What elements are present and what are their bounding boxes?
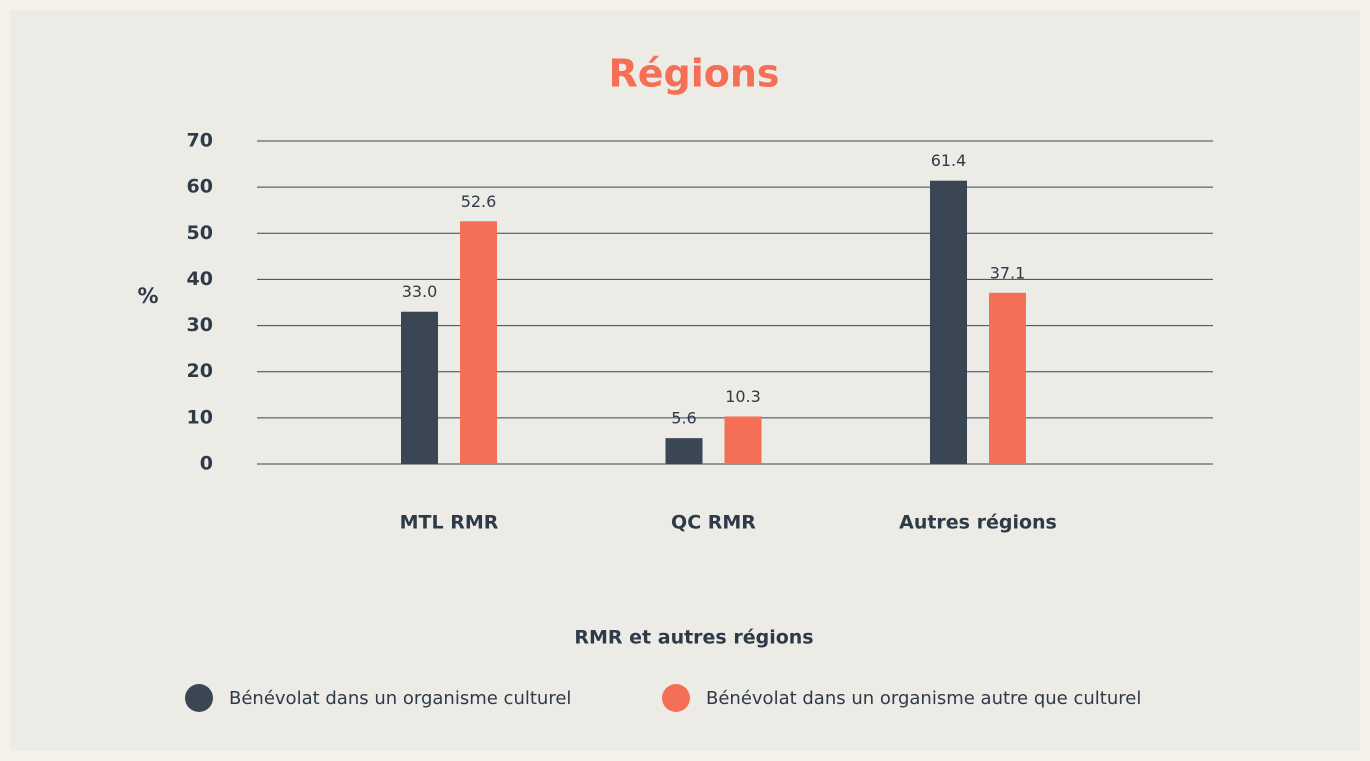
x-tick-label: QC RMR	[671, 512, 756, 534]
y-tick-label: 10	[187, 406, 213, 428]
x-axis-title: RMR et autres régions	[574, 627, 813, 649]
x-tick-label: MTL RMR	[400, 512, 499, 534]
y-tick-label: 50	[187, 222, 213, 244]
panel	[10, 10, 1360, 751]
value-label: 10.3	[725, 387, 761, 406]
legend-label: Bénévolat dans un organisme culturel	[229, 688, 571, 709]
bar	[665, 438, 703, 464]
y-tick-label: 40	[187, 268, 213, 290]
y-axis-title: %	[137, 284, 158, 308]
legend-label: Bénévolat dans un organisme autre que cu…	[706, 688, 1141, 709]
value-label: 37.1	[990, 263, 1026, 282]
value-label: 5.6	[671, 409, 696, 428]
value-label: 61.4	[931, 151, 967, 170]
y-tick-label: 20	[187, 360, 213, 382]
bar	[460, 221, 497, 464]
bar	[724, 416, 762, 464]
y-tick-label: 60	[187, 176, 213, 198]
legend-swatch	[185, 684, 213, 712]
value-label: 33.0	[402, 282, 438, 301]
y-tick-label: 70	[187, 130, 213, 152]
bar	[401, 311, 438, 464]
bar	[930, 180, 967, 464]
legend-swatch	[662, 684, 690, 712]
y-tick-label: 30	[187, 314, 213, 336]
bar	[989, 292, 1026, 464]
chart-title: Régions	[608, 52, 779, 96]
value-label: 52.6	[461, 192, 497, 211]
y-tick-label: 0	[200, 453, 213, 475]
x-tick-label: Autres régions	[899, 512, 1057, 534]
